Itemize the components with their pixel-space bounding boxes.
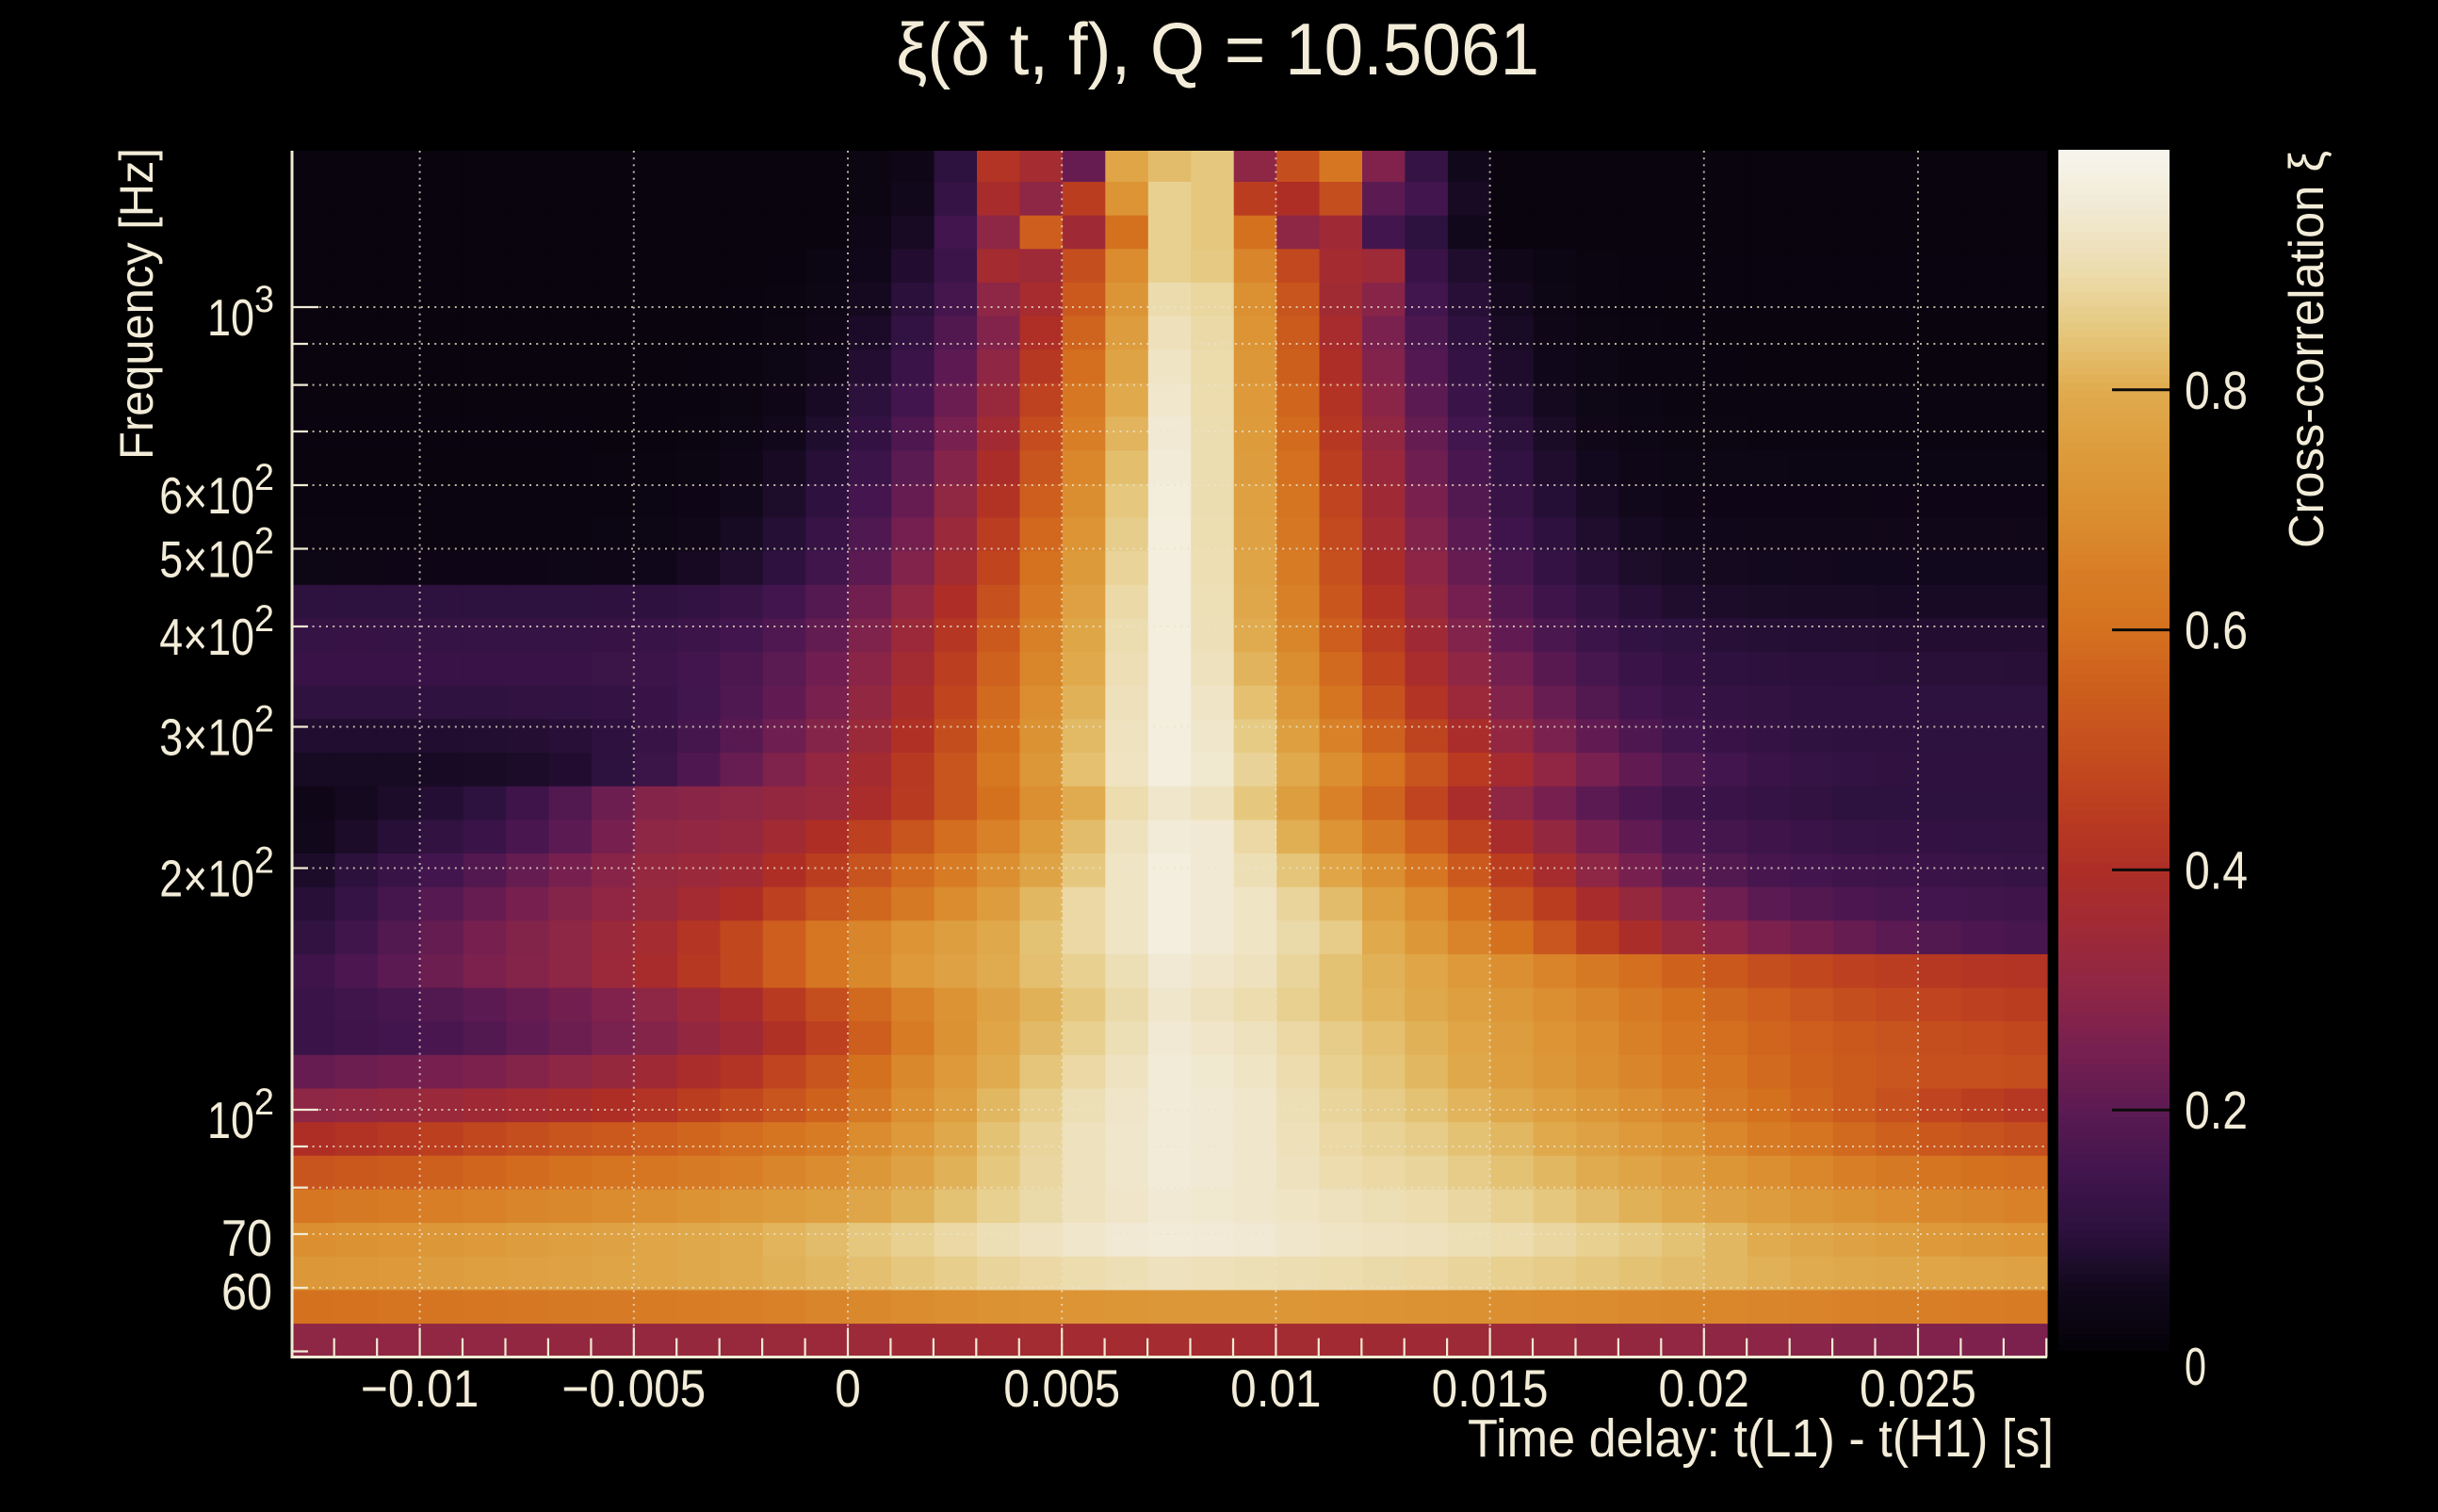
svg-text:60: 60 xyxy=(221,1262,272,1321)
svg-text:ξ(δ t, f), Q = 10.5061: ξ(δ t, f), Q = 10.5061 xyxy=(896,8,1539,90)
svg-text:0.025: 0.025 xyxy=(1860,1358,1976,1418)
svg-text:10: 10 xyxy=(207,1091,254,1149)
svg-text:2: 2 xyxy=(254,840,274,882)
svg-text:2: 2 xyxy=(254,457,274,498)
svg-text:−0.01: −0.01 xyxy=(361,1358,479,1418)
svg-text:0.02: 0.02 xyxy=(1659,1358,1749,1418)
svg-text:0.6: 0.6 xyxy=(2185,601,2248,661)
svg-text:2: 2 xyxy=(254,520,274,561)
svg-text:5×10: 5×10 xyxy=(159,529,254,588)
svg-text:3: 3 xyxy=(254,279,274,320)
svg-text:0.015: 0.015 xyxy=(1432,1358,1549,1418)
svg-text:70: 70 xyxy=(221,1209,272,1267)
svg-text:0: 0 xyxy=(835,1358,861,1418)
svg-text:10: 10 xyxy=(207,288,254,347)
svg-text:0.2: 0.2 xyxy=(2185,1081,2248,1141)
svg-text:6×10: 6×10 xyxy=(159,466,254,525)
svg-text:2: 2 xyxy=(254,1081,274,1123)
svg-text:2×10: 2×10 xyxy=(159,850,254,908)
svg-text:Cross-correlation ξ: Cross-correlation ξ xyxy=(2280,151,2334,548)
svg-text:Frequency [Hz]: Frequency [Hz] xyxy=(110,148,163,460)
svg-text:2: 2 xyxy=(254,598,274,640)
svg-text:0.005: 0.005 xyxy=(1003,1358,1120,1418)
svg-text:0.8: 0.8 xyxy=(2185,361,2248,421)
svg-text:2: 2 xyxy=(254,698,274,740)
svg-text:−0.005: −0.005 xyxy=(561,1358,706,1418)
svg-text:0.4: 0.4 xyxy=(2185,840,2248,901)
svg-text:0.01: 0.01 xyxy=(1230,1358,1321,1418)
svg-text:0: 0 xyxy=(2185,1337,2206,1397)
svg-text:Time delay: t(L1) - t(H1) [s]: Time delay: t(L1) - t(H1) [s] xyxy=(1468,1408,2054,1469)
svg-text:4×10: 4×10 xyxy=(159,608,254,666)
svg-text:3×10: 3×10 xyxy=(159,707,254,766)
